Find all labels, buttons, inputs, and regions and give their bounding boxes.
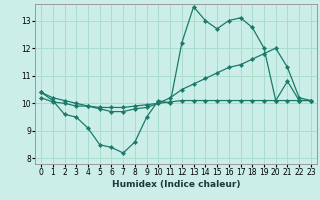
X-axis label: Humidex (Indice chaleur): Humidex (Indice chaleur) xyxy=(112,180,240,189)
